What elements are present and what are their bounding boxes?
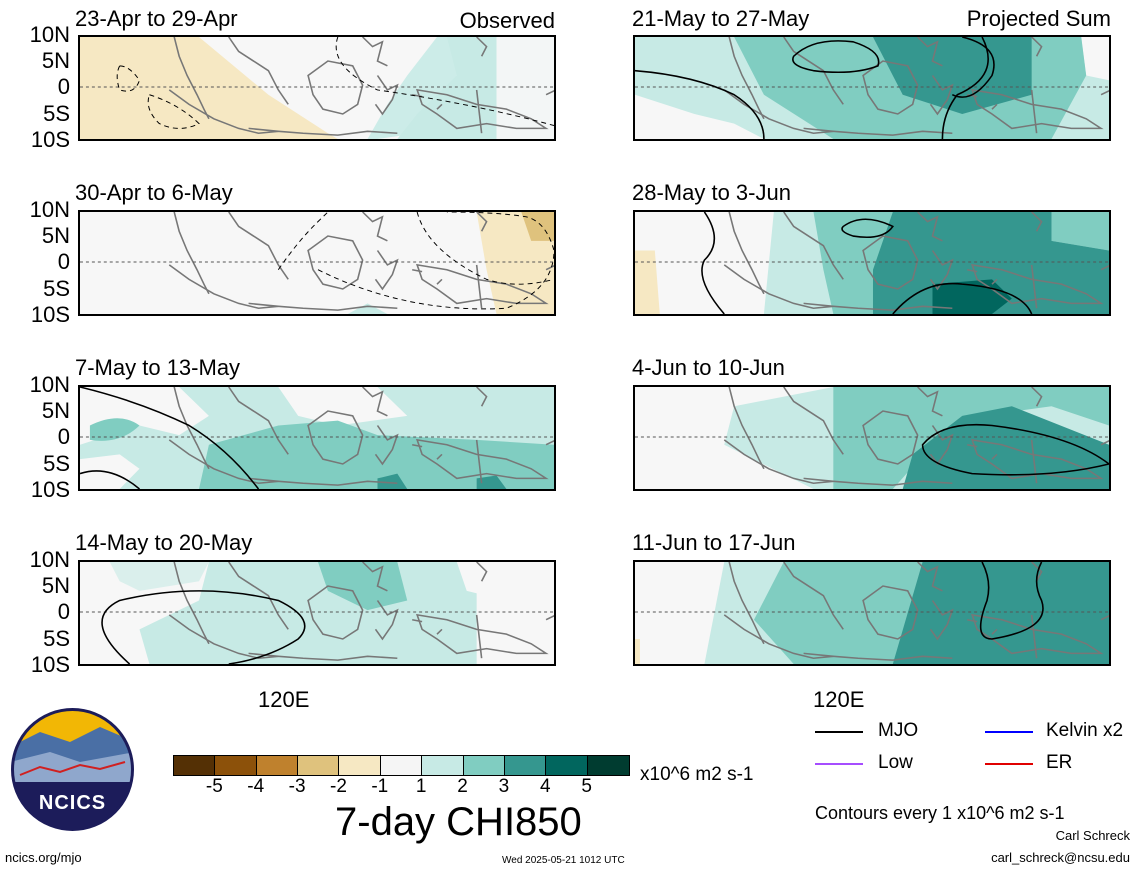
map-shading	[635, 37, 1109, 139]
legend-label: Low	[878, 752, 913, 773]
lat-label: 5S	[43, 101, 70, 126]
panel-corner-label: Observed	[459, 8, 555, 33]
legend-swatch-er	[985, 763, 1033, 765]
x-axis-label: 120E	[258, 687, 310, 712]
map-panel	[633, 35, 1111, 141]
author-email[interactable]: carl_schreck@ncsu.edu	[991, 850, 1130, 865]
lat-label: 10S	[30, 477, 70, 502]
colorbar-tick-label: 5	[581, 776, 592, 797]
lat-label: 10S	[30, 127, 70, 152]
lat-label: 0	[57, 424, 70, 449]
colorbar-tick-label: -4	[247, 776, 265, 797]
map-panel	[78, 560, 556, 666]
colorbar-cell	[298, 756, 340, 775]
colorbar-cell	[215, 756, 257, 775]
author-name: Carl Schreck	[1055, 828, 1130, 843]
timestamp: Wed 2025-05-21 1012 UTC	[502, 855, 625, 866]
colorbar-cell	[174, 756, 216, 775]
colorbar-cell	[587, 756, 629, 775]
colorbar-tick-label: 4	[539, 776, 551, 797]
map-panel	[78, 210, 556, 316]
colorbar-cell	[256, 756, 299, 775]
legend-label: Kelvin x2	[1046, 720, 1124, 741]
lat-label: 5N	[41, 223, 70, 248]
lat-label: 10N	[29, 372, 70, 397]
panel-title: 21-May to 27-May	[632, 6, 810, 31]
lat-label: 0	[57, 249, 70, 274]
colorbar-cell	[339, 756, 381, 775]
legend-swatch-mjo	[815, 731, 863, 733]
panel-title: 28-May to 3-Jun	[632, 180, 791, 205]
map-shading	[635, 562, 1109, 664]
colorbar-cell	[546, 756, 588, 775]
legend-swatch-kelvin	[985, 731, 1033, 733]
logo-text: NCICS	[38, 792, 107, 814]
panel-corner-label: Projected Sum	[966, 6, 1111, 31]
legend-swatch-low	[815, 763, 863, 765]
map-panel	[78, 35, 556, 141]
lat-label: 10N	[29, 22, 70, 47]
lat-label: 5S	[43, 626, 70, 651]
lat-label: 5S	[43, 276, 70, 301]
map-shading	[80, 212, 554, 314]
map-shading	[80, 562, 554, 664]
x-axis-label: 120E	[813, 687, 865, 712]
panel-title: 11-Jun to 17-Jun	[632, 530, 796, 555]
colorbar-cell	[380, 756, 423, 775]
lat-label: 5N	[41, 398, 70, 423]
panel-title: 14-May to 20-May	[75, 530, 253, 555]
lat-label: 10S	[30, 652, 70, 677]
colorbar-tick-label: 2	[457, 776, 468, 797]
panel-title: 30-Apr to 6-May	[75, 180, 233, 205]
lat-label: 10N	[29, 197, 70, 222]
colorbar	[173, 755, 630, 776]
colorbar-cell	[422, 756, 464, 775]
colorbar-cell	[463, 756, 505, 775]
colorbar-tick-label: 1	[415, 776, 427, 797]
map-shading	[80, 387, 554, 489]
map-shading	[635, 212, 1109, 314]
map-panel	[633, 385, 1111, 491]
colorbar-cell	[504, 756, 547, 775]
lat-label: 10S	[30, 302, 70, 327]
lat-label: 5S	[43, 451, 70, 476]
colorbar-tick-label: -5	[205, 776, 223, 797]
site-url[interactable]: ncics.org/mjo	[5, 850, 82, 865]
panel-title: 7-May to 13-May	[75, 355, 241, 380]
panel-title: 4-Jun to 10-Jun	[632, 355, 785, 380]
contour-note: Contours every 1 x10^6 m2 s-1	[815, 803, 1065, 823]
colorbar-tick-label: -3	[288, 776, 306, 797]
colorbar-tick-label: -1	[371, 776, 389, 797]
lat-label: 5N	[41, 48, 70, 73]
map-panel	[78, 385, 556, 491]
legend-label: MJO	[878, 720, 919, 741]
colorbar-units: x10^6 m2 s-1	[640, 764, 754, 785]
ncics-logo[interactable]: NCICS	[10, 707, 135, 832]
map-panel	[633, 560, 1111, 666]
colorbar-tick-label: -2	[330, 776, 347, 797]
lat-label: 5N	[41, 573, 70, 598]
map-shading	[80, 37, 554, 139]
lat-label: 0	[57, 74, 70, 99]
lat-label: 0	[57, 599, 70, 624]
colorbar-title: 7-day CHI850	[335, 800, 582, 844]
legend-label: ER	[1046, 752, 1073, 773]
colorbar-tick-label: 3	[498, 776, 510, 797]
map-panel	[633, 210, 1111, 316]
map-shading	[635, 387, 1109, 489]
lat-label: 10N	[29, 547, 70, 572]
panel-title: 23-Apr to 29-Apr	[75, 6, 238, 31]
